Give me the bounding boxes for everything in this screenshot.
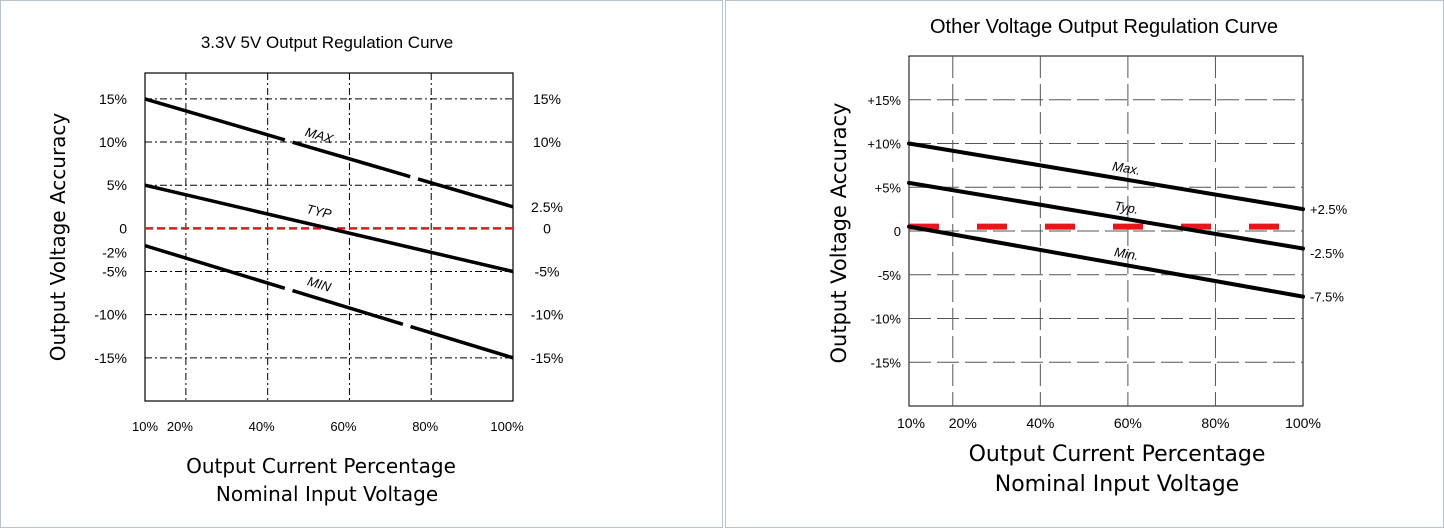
y-tick-label-right: 0	[543, 220, 551, 236]
y-tick-label-left: -10%	[94, 307, 127, 323]
y-tick-label-left: 0	[894, 224, 901, 239]
y-tick-label-left: 10%	[99, 134, 127, 150]
y-tick-label-right: -10%	[531, 307, 564, 323]
series-label-typ: TYP	[305, 201, 333, 221]
y-tick-label-right: +2.5%	[1310, 202, 1348, 217]
chart-panel-right: Other Voltage Output Regulation Curve Ou…	[725, 0, 1444, 528]
y-tick-label-left: +5%	[875, 180, 902, 195]
y-tick-label-right: 10%	[533, 134, 561, 150]
x-tick-label: 60%	[330, 419, 356, 434]
series-line-typ	[144, 183, 514, 274]
series-label-min: Min.	[1113, 244, 1140, 263]
x-tick-label: 20%	[167, 419, 193, 434]
x-tick-label: 60%	[1114, 415, 1142, 431]
chart-title: Other Voltage Output Regulation Curve	[930, 16, 1278, 38]
y-tick-label-right: -2.5%	[1310, 246, 1344, 261]
series-line-max	[144, 97, 514, 209]
y-axis-label: Output Voltage Accuracy	[46, 113, 70, 362]
x-tick-label: 20%	[949, 415, 977, 431]
x-axis-label: Output Current Percentage	[186, 454, 456, 478]
x-axis-label: Output Current Percentage	[969, 442, 1266, 467]
x-tick-label: 100%	[1285, 415, 1321, 431]
chart-subtitle: Nominal Input Voltage	[216, 482, 438, 506]
x-tick-label: 40%	[249, 419, 275, 434]
chart-panel-left: 3.3V 5V Output Regulation Curve Output V…	[0, 0, 723, 528]
x-tick-label: 10%	[897, 415, 925, 431]
y-tick-label-left: -2%	[102, 245, 127, 261]
y-tick-label-left: -10%	[871, 312, 902, 327]
y-tick-label-left: 0	[119, 220, 127, 236]
x-tick-label: 80%	[412, 419, 438, 434]
series-label-max: Max.	[1111, 158, 1141, 177]
x-tick-label: 40%	[1026, 415, 1054, 431]
series-label-min: MIN	[306, 273, 334, 294]
chart-title: 3.3V 5V Output Regulation Curve	[201, 33, 453, 52]
y-tick-label-left: -15%	[94, 350, 127, 366]
series-label-max: MAX	[304, 124, 337, 147]
series-line-min	[907, 224, 1305, 299]
chart-left-svg: 3.3V 5V Output Regulation Curve Output V…	[46, 33, 564, 506]
series-line-max	[907, 141, 1305, 212]
y-tick-label-left: 15%	[99, 91, 127, 107]
plot-frame	[144, 72, 514, 402]
chart-right-svg: Other Voltage Output Regulation Curve Ou…	[827, 16, 1348, 497]
y-tick-label-left: 5%	[107, 177, 127, 193]
y-tick-label-left: -5%	[878, 268, 902, 283]
y-tick-label-left: -15%	[871, 355, 902, 370]
y-tick-label-right: -5%	[535, 264, 560, 280]
y-tick-label-left: +15%	[867, 93, 901, 108]
y-tick-label-left: +10%	[867, 137, 901, 152]
series-label-typ: Typ.	[1113, 198, 1139, 217]
y-tick-label-right: -15%	[531, 350, 564, 366]
y-tick-label-right: -7.5%	[1310, 290, 1344, 305]
x-tick-label: 80%	[1201, 415, 1229, 431]
series-line-min	[144, 243, 514, 360]
y-tick-label-right: 2.5%	[531, 199, 563, 215]
y-tick-label-right: 15%	[533, 91, 561, 107]
chart-subtitle: Nominal Input Voltage	[995, 472, 1239, 497]
series-line-typ	[907, 180, 1305, 251]
x-tick-label: 10%	[132, 419, 158, 434]
y-tick-label-left: -5%	[102, 264, 127, 280]
x-tick-label: 100%	[490, 419, 524, 434]
y-axis-label: Output Voltage Accuracy	[827, 103, 851, 364]
